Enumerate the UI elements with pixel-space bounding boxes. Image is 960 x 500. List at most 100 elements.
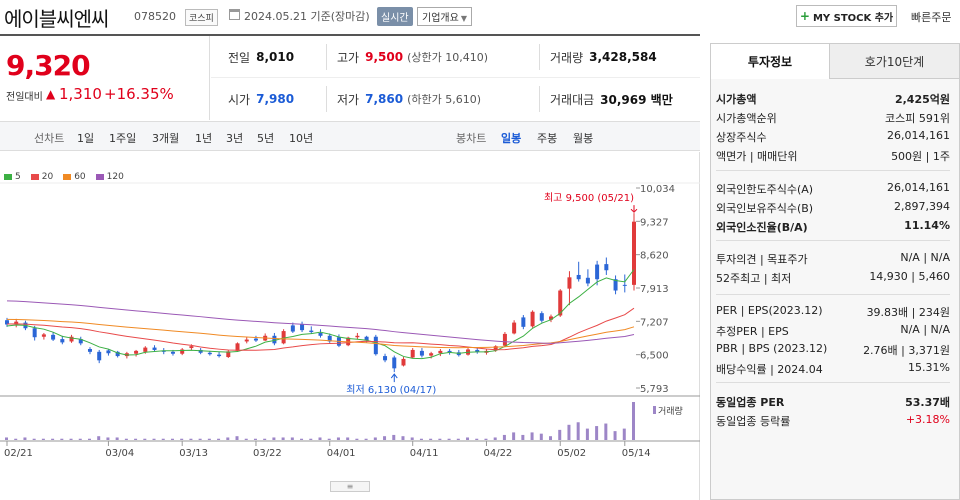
- candle-body: [5, 320, 9, 325]
- candle-body: [281, 331, 286, 344]
- x-tick-label: 02/21: [4, 448, 33, 459]
- prev-close-cell: 전일 8,010: [228, 36, 294, 78]
- invest-row-label: 52주최고 | 최저: [716, 272, 792, 285]
- candle-daily[interactable]: 일봉: [501, 132, 522, 145]
- prev-close-value: 8,010: [256, 50, 295, 64]
- volume-bar: [14, 438, 18, 440]
- volume-bar: [632, 402, 635, 440]
- candle-body: [217, 354, 222, 357]
- invest-row-label: 동일업종 등락률: [716, 415, 791, 428]
- tab-invest-info[interactable]: 투자정보: [711, 44, 830, 79]
- volume-bar: [558, 429, 562, 440]
- period-3y[interactable]: 3년: [226, 132, 244, 145]
- panel-divider: [716, 170, 950, 171]
- low-annotation: 최저 6,130 (04/17): [346, 384, 436, 396]
- candle-body: [32, 328, 37, 338]
- candle-body: [134, 350, 139, 354]
- candle-body: [493, 346, 498, 351]
- period-1w[interactable]: 1주일: [109, 132, 137, 145]
- candle-body: [475, 349, 480, 352]
- y-tick-label: 10,034: [640, 184, 675, 195]
- open-cell: 시가 7,980: [228, 78, 294, 120]
- invest-row: 배당수익률 | 2024.04 15.31%: [716, 361, 950, 378]
- candle-body: [309, 330, 314, 333]
- stats-row-1: 전일 8,010 고가 9,500 (상한가 10,410) 거래량 3,428,584: [211, 36, 700, 78]
- upper-limit: (상한가 10,410): [407, 51, 488, 64]
- volume-bar: [97, 436, 101, 440]
- volume-bar: [152, 438, 156, 440]
- candle-weekly[interactable]: 주봉: [537, 132, 558, 145]
- up-arrow-icon: ▲: [46, 87, 56, 101]
- invest-row-label: 외국인보유주식수(B): [716, 202, 814, 215]
- y-tick-label: 7,207: [640, 317, 669, 328]
- volume-bar: [521, 434, 525, 440]
- invest-row-value: 26,014,161: [887, 181, 950, 194]
- tab-orderbook[interactable]: 호가10단계: [830, 44, 959, 79]
- y-tick-label: 7,913: [640, 284, 669, 295]
- invest-row: 동일업종 PER 53.37배: [716, 394, 950, 411]
- company-info-label: 기업개요: [422, 13, 459, 24]
- candle-body: [419, 350, 424, 356]
- candle-body: [604, 264, 609, 271]
- invest-row: 시가총액순위 코스피 591위: [716, 110, 950, 127]
- high-label: 고가: [337, 50, 360, 65]
- invest-row-value: 2,425억원: [894, 93, 950, 106]
- volume-bar: [32, 438, 36, 440]
- add-mystock-button[interactable]: + MY STOCK 추가: [796, 5, 897, 27]
- amount-cell: 거래대금 30,969 백만: [550, 78, 673, 120]
- invest-row-label: PBR | BPS (2023.12): [716, 342, 828, 355]
- volume-bar: [613, 431, 617, 440]
- realtime-button[interactable]: 실시간: [377, 7, 413, 26]
- candle-body: [373, 336, 378, 355]
- candle-body: [364, 336, 369, 341]
- x-tick-label: 04/01: [327, 448, 356, 459]
- volume-bar: [244, 438, 248, 440]
- period-1d[interactable]: 1일: [77, 132, 95, 145]
- candle-chart-label: 봉차트: [456, 132, 487, 145]
- candle-body: [272, 335, 277, 344]
- chart-legend: 5 20 60 120: [4, 172, 124, 182]
- company-info-dropdown[interactable]: 기업개요 ▼: [417, 7, 472, 26]
- candle-body: [512, 322, 517, 334]
- volume-bar: [355, 438, 359, 440]
- candle-body: [567, 277, 572, 289]
- y-tick-label: 5,793: [640, 384, 669, 395]
- invest-row-label: PER | EPS(2023.12): [716, 304, 823, 317]
- candle-body: [51, 334, 56, 340]
- volume-bar: [180, 438, 184, 440]
- open-value: 7,980: [256, 92, 295, 106]
- chart-scroll-handle[interactable]: ≡: [330, 481, 370, 492]
- candle-body: [87, 348, 92, 352]
- invest-row-value: 53.37배: [905, 396, 950, 409]
- volume-cell: 거래량 3,428,584: [550, 36, 657, 78]
- candle-body: [530, 311, 535, 327]
- period-3m[interactable]: 3개월: [152, 132, 180, 145]
- candle-monthly[interactable]: 월봉: [573, 132, 594, 145]
- candlestick-chart[interactable]: 10,034 9,327 8,620 7,913 7,207 6,500 5,793 거래량 0…: [0, 152, 700, 482]
- low-arrowhead: [390, 373, 398, 379]
- volume-bar: [41, 438, 45, 440]
- plus-icon: +: [799, 9, 810, 23]
- divider: [539, 44, 540, 70]
- volume-bar: [60, 438, 64, 440]
- legend-label: 60: [74, 172, 86, 182]
- period-10y[interactable]: 10년: [289, 132, 314, 145]
- period-1y[interactable]: 1년: [195, 132, 213, 145]
- low-value: 7,860: [365, 92, 404, 106]
- candle-body: [502, 333, 507, 346]
- invest-row-value: 코스피 591위: [885, 112, 950, 125]
- volume-bar: [383, 436, 387, 440]
- candle-body: [14, 321, 19, 325]
- invest-row-label: 투자의견 | 목표주가: [716, 253, 808, 266]
- period-5y[interactable]: 5년: [257, 132, 275, 145]
- invest-row: 추정PER | EPS N/A | N/A: [716, 323, 950, 340]
- ma5-line: [6, 269, 635, 360]
- header-divider: [0, 34, 700, 36]
- invest-row: 52주최고 | 최저 14,930 | 5,460: [716, 270, 950, 287]
- invest-row: 투자의견 | 목표주가 N/A | N/A: [716, 251, 950, 268]
- quick-order-link[interactable]: 빠른주문: [911, 11, 952, 24]
- invest-row-value: 39.83배 | 234원: [866, 306, 950, 319]
- high-annotation: 최고 9,500 (05/21): [544, 192, 634, 204]
- candle-body: [549, 316, 554, 320]
- price-date: 2024.05.21 기준(장마감): [244, 10, 370, 23]
